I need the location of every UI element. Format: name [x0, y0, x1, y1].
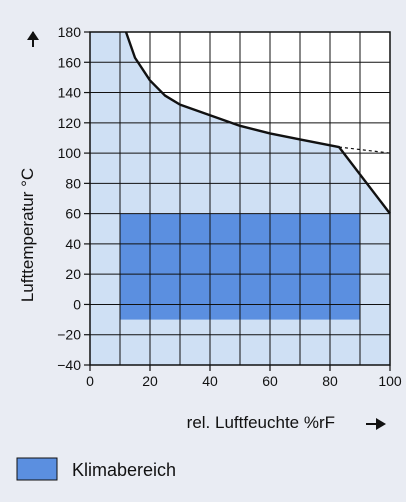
x-axis-title: rel. Luftfeuchte %rF [187, 413, 335, 432]
plot-area [89, 31, 391, 366]
x-tick-label: 0 [86, 373, 94, 389]
y-tick-label: 160 [58, 54, 82, 70]
y-axis-title: Lufttemperatur °C [18, 168, 37, 302]
y-tick-label: −40 [57, 357, 81, 373]
y-tick-label: 80 [65, 175, 81, 191]
y-tick-label: 140 [58, 85, 82, 101]
limit-curve-dashed-extension [338, 146, 391, 154]
tick-labels: −40 −20 0 20 40 60 80 100 120 140 160 180 0 20 40 60 80 1… [57, 24, 402, 389]
x-tick-label: 40 [202, 373, 218, 389]
x-tick-label: 100 [378, 373, 402, 389]
limit-curve [124, 31, 391, 215]
y-axis-arrowhead-icon [27, 31, 39, 40]
y-tick-label: 40 [65, 236, 81, 252]
y-tick-label: −20 [57, 327, 81, 343]
legend-label-klimabereich: Klimabereich [72, 460, 176, 480]
y-tick-label: 20 [65, 266, 81, 282]
legend-swatch-klimabereich [16, 457, 58, 481]
x-tick-label: 20 [142, 373, 158, 389]
y-tick-label: 120 [58, 115, 82, 131]
y-tick-label: 180 [58, 24, 82, 40]
x-tick-label: 60 [262, 373, 278, 389]
x-tick-label: 80 [322, 373, 338, 389]
plot-frame [89, 31, 391, 366]
y-tick-label: 60 [65, 206, 81, 222]
x-axis-arrowhead-icon [376, 418, 386, 430]
y-tick-label: 100 [58, 145, 82, 161]
y-tick-label: 0 [73, 296, 81, 312]
